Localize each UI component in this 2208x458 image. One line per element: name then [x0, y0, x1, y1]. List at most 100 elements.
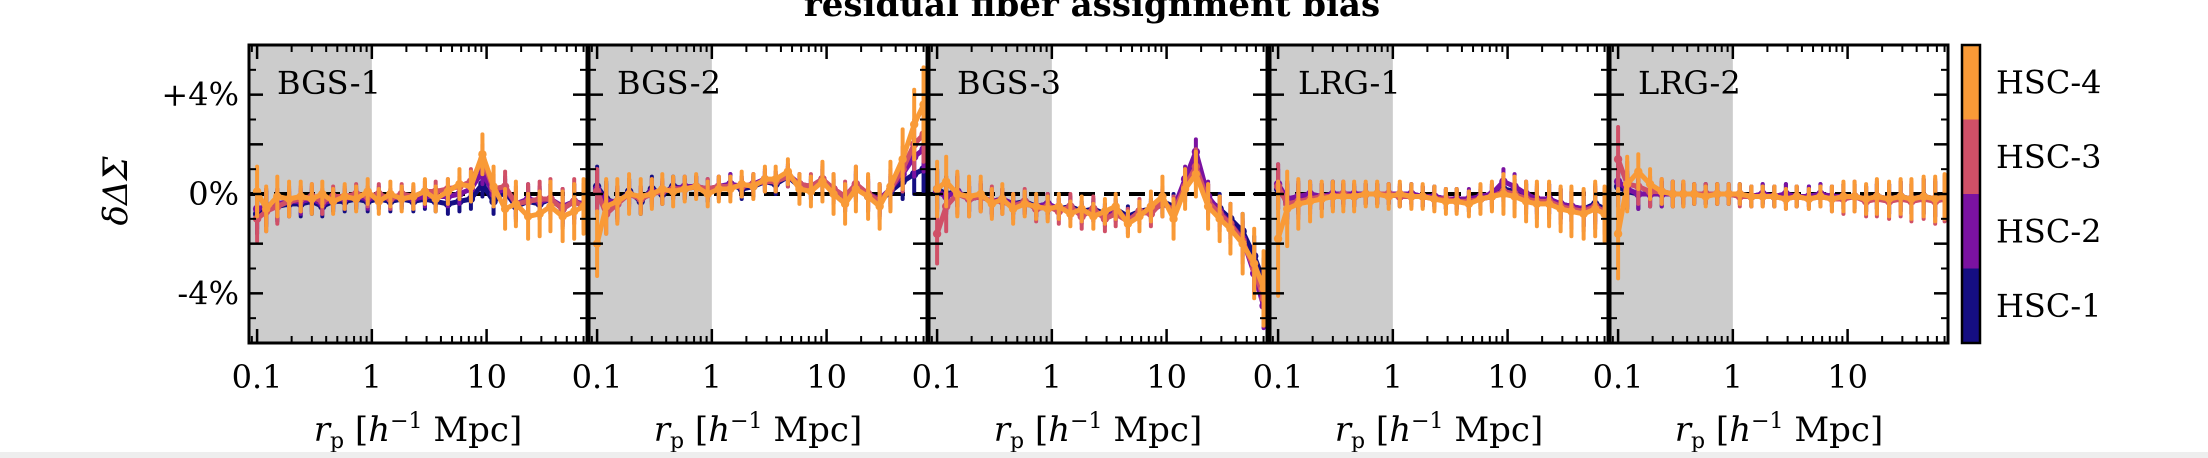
data-point	[443, 187, 453, 196]
data-point	[1361, 189, 1370, 199]
data-point	[1861, 194, 1871, 204]
x-tick-label: 1	[1383, 358, 1403, 396]
data-point	[1077, 204, 1086, 214]
data-point	[932, 229, 942, 238]
data-point	[1169, 214, 1178, 224]
data-point	[1317, 194, 1326, 204]
data-point	[703, 189, 712, 199]
data-point	[875, 202, 884, 211]
data-point	[546, 202, 555, 211]
data-point	[771, 174, 780, 184]
data-point	[1054, 202, 1064, 211]
colorbar: HSC-4 HSC-3 HSC-2 HSC-1	[1960, 43, 2101, 345]
data-point	[1066, 209, 1075, 219]
x-tick-label: 0.1	[1253, 358, 1304, 396]
data-point	[1907, 194, 1916, 204]
data-point	[1634, 167, 1643, 176]
data-point	[668, 187, 678, 196]
data-point	[340, 192, 349, 201]
data-point	[1896, 192, 1905, 201]
data-point	[455, 179, 464, 189]
data-point	[1008, 204, 1018, 214]
data-point	[1724, 189, 1733, 199]
data-point	[478, 150, 487, 159]
data-point	[987, 199, 997, 209]
data-point	[1146, 202, 1156, 211]
data-point	[601, 202, 611, 211]
data-point	[1804, 194, 1814, 204]
data-point	[1487, 192, 1497, 201]
x-axis-label: rp [h−1 Mpc]	[654, 409, 862, 454]
data-point	[1031, 202, 1041, 211]
data-point	[374, 197, 384, 206]
x-axis-label: rp [h−1 Mpc]	[1335, 409, 1543, 454]
data-point	[1464, 199, 1474, 209]
data-point	[1770, 192, 1779, 201]
panel-label: LRG-1	[1298, 64, 1401, 102]
data-point	[1816, 192, 1825, 201]
data-point	[363, 187, 372, 196]
series-hsc-4	[1273, 169, 1609, 298]
data-point	[535, 209, 544, 219]
data-point	[431, 194, 440, 204]
data-point	[1452, 197, 1461, 206]
series-hsc-4	[252, 132, 588, 244]
colorbar-label: HSC-1	[1996, 287, 2101, 325]
data-point	[1499, 189, 1508, 199]
data-point	[318, 189, 327, 199]
data-point	[1100, 207, 1110, 216]
data-point	[1203, 202, 1213, 211]
data-point	[1827, 194, 1837, 204]
data-point	[307, 194, 317, 204]
data-point	[760, 174, 770, 184]
data-point	[1273, 234, 1283, 243]
panel-label: BGS-2	[617, 64, 721, 102]
data-point	[1884, 194, 1894, 204]
panel-bgs-1: 0.1 1 10 BGS-1 rp [h−1 Mpc]	[232, 43, 589, 454]
panel-bgs-2: 0.1 1 10 BGS-2 rp [h−1 Mpc]	[572, 43, 929, 454]
data-point	[1294, 199, 1303, 209]
data-point	[624, 189, 634, 199]
data-point	[558, 212, 567, 221]
y-tick-label: +4%	[161, 76, 239, 114]
data-point	[658, 184, 667, 194]
x-axis-label: rp [h−1 Mpc]	[314, 409, 522, 454]
data-point	[328, 197, 338, 206]
panel-label: BGS-1	[277, 64, 381, 102]
data-point	[296, 192, 305, 201]
data-point	[1430, 194, 1439, 204]
x-tick-label: 1	[702, 358, 722, 396]
data-point	[964, 192, 974, 201]
colorbar-frame	[1960, 43, 1982, 345]
colorbar-segment	[1962, 45, 1980, 120]
data-point	[1395, 189, 1405, 199]
data-point	[941, 177, 951, 186]
data-point	[1226, 224, 1235, 233]
x-tick-label: 0.1	[572, 358, 623, 396]
x-tick-label: 10	[466, 358, 507, 396]
x-tick-label: 0.1	[912, 358, 963, 396]
data-point	[284, 194, 294, 204]
colorbar-segment	[1962, 194, 1980, 269]
data-point	[1758, 192, 1767, 201]
data-point	[511, 199, 521, 209]
data-point	[909, 120, 919, 129]
panels-group: 0.1 1 10 BGS-1 rp [h−1 Mpc] 0.1 1 10 BGS-2 rp [h−…	[161, 43, 1950, 454]
x-tick-label: 10	[1827, 358, 1868, 396]
data-point	[647, 189, 657, 199]
x-tick-label: 10	[1487, 358, 1528, 396]
data-point	[1556, 204, 1565, 214]
data-point	[1701, 192, 1710, 201]
data-point	[1305, 197, 1315, 206]
data-point	[1123, 219, 1133, 228]
data-point	[749, 182, 758, 191]
data-point	[613, 197, 622, 206]
data-point	[829, 189, 838, 199]
x-tick-label: 1	[362, 358, 382, 396]
data-point	[1180, 184, 1190, 194]
panel-bgs-3: 0.1 1 10 BGS-3 rp [h−1 Mpc]	[912, 43, 1269, 454]
x-tick-label: 1	[1042, 358, 1062, 396]
data-point	[1850, 192, 1859, 201]
data-point	[783, 167, 793, 176]
